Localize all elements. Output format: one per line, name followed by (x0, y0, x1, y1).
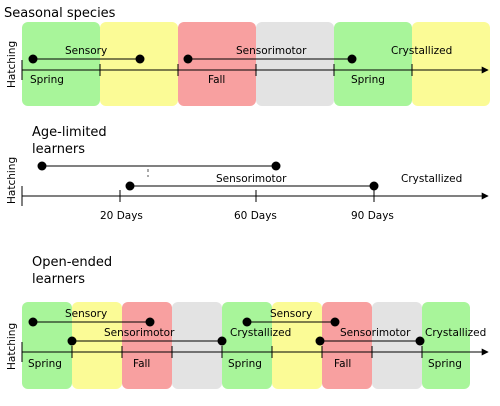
tick-label-60-days: 60 Days (234, 210, 277, 222)
season-block-spring (334, 22, 412, 106)
phase-start-dot (125, 181, 135, 191)
season-label-spring: Spring (428, 358, 462, 370)
phase-label-crystallized: Crystallized (230, 327, 291, 339)
seasonal-section: Seasonal species Hatching Spring Fall Sp… (4, 6, 490, 106)
phase-end-dot (135, 54, 145, 64)
phase-start-dot (67, 336, 77, 346)
phase-start-dot (183, 54, 193, 64)
tick-label-20-days: 20 Days (100, 210, 143, 222)
open-ended-season-blocks (22, 302, 470, 389)
season-label-fall: Fall (208, 74, 225, 86)
phase-end-dot (330, 317, 340, 327)
phase-start-dot (28, 317, 38, 327)
phase-end-dot (217, 336, 227, 346)
season-label-spring: Spring (30, 74, 64, 86)
phase-label-sensorimotor: Sensorimotor (236, 45, 307, 57)
seasonal-season-blocks (22, 22, 490, 106)
phase-end-dot (369, 181, 379, 191)
seasonal-title: Seasonal species (4, 6, 116, 21)
season-label-spring: Spring (28, 358, 62, 370)
season-label-spring: Spring (351, 74, 385, 86)
phase-end-dot (415, 336, 425, 346)
phase-start-dot (28, 54, 38, 64)
tick-label-90-days: 90 Days (351, 210, 394, 222)
phase-label-crystallized: Crystallized (425, 327, 486, 339)
season-block-fall (322, 302, 372, 389)
season-block-summer (72, 302, 122, 389)
season-label-fall: Fall (133, 358, 150, 370)
season-block-summer (100, 22, 178, 106)
season-block-spring (222, 302, 272, 389)
open-ended-title-line2: learners (32, 272, 85, 287)
season-block-spring (22, 22, 100, 106)
age-limited-axis-label: Hatching (6, 157, 18, 204)
phase-label-sensorimotor: Sensorimotor (216, 173, 287, 185)
phase-start-dot (37, 161, 47, 171)
phase-label-sensorimotor: Sensorimotor (104, 327, 175, 339)
season-label-spring: Spring (228, 358, 262, 370)
phase-end-dot (271, 161, 281, 171)
phase-start-dot (315, 336, 325, 346)
season-block-winter (372, 302, 422, 389)
season-block-winter (256, 22, 334, 106)
phase-end-dot (347, 54, 357, 64)
open-ended-title-line1: Open-ended (32, 255, 112, 270)
seasonal-axis-label: Hatching (6, 41, 18, 88)
age-limited-title-line1: Age-limited (32, 125, 107, 140)
open-ended-axis-label: Hatching (6, 323, 18, 370)
phase-label-sensorimotor: Sensorimotor (340, 327, 411, 339)
age-limited-title-line2: learners (32, 142, 85, 157)
phase-label-sensory: Sensory (65, 308, 107, 320)
season-block-summer (272, 302, 322, 389)
phase-label-sensory: Sensory (65, 45, 107, 57)
phase-label-crystallized: Crystallized (401, 173, 462, 185)
season-label-fall: Fall (334, 358, 351, 370)
season-block-spring (422, 302, 470, 389)
season-block-winter (172, 302, 222, 389)
phase-end-dot (145, 317, 155, 327)
season-block-fall (122, 302, 172, 389)
phase-start-dot (242, 317, 252, 327)
season-block-summer (412, 22, 490, 106)
phase-label-crystallized: Crystallized (391, 45, 452, 57)
phase-label-sensory: Sensory (270, 308, 312, 320)
open-ended-section: Open-ended learners Hatching Spring Fall… (6, 255, 489, 389)
age-limited-section: Age-limited learners Hatching 20 Days 60… (6, 125, 489, 222)
season-block-fall (178, 22, 256, 106)
